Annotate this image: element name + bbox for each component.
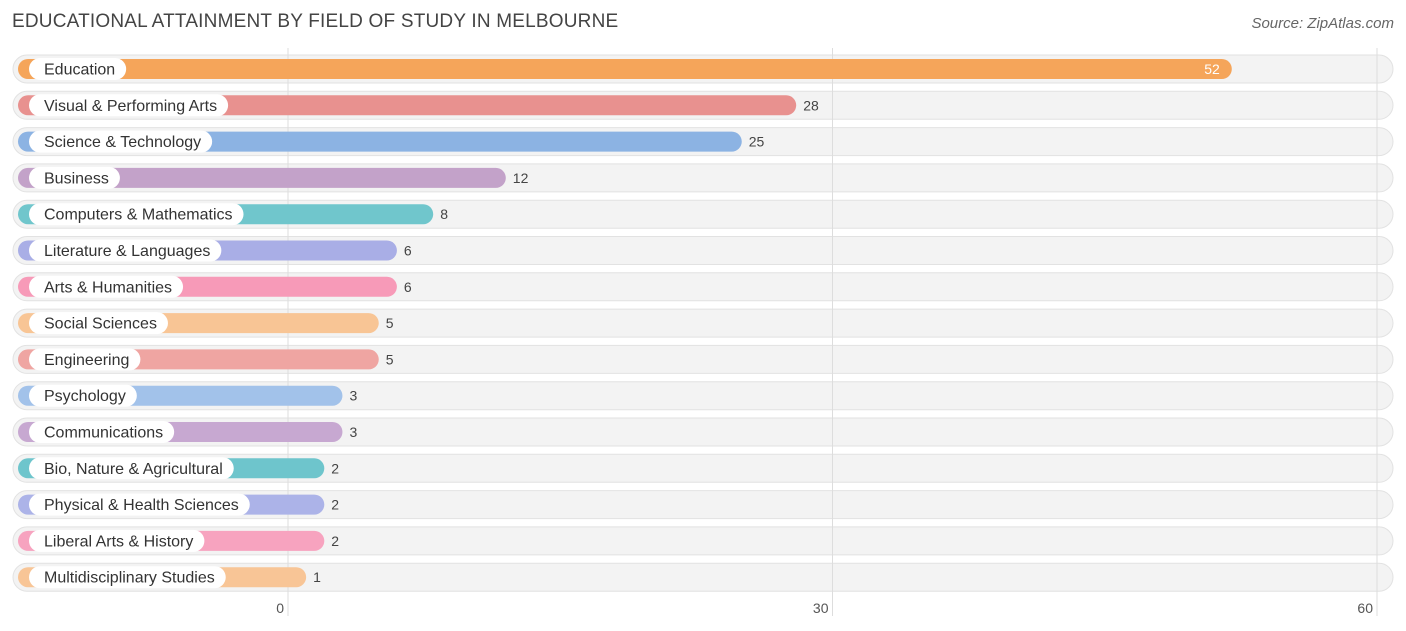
- category-label: Social Sciences: [44, 316, 157, 333]
- value-label: 8: [440, 206, 448, 222]
- row-track: [12, 562, 1394, 592]
- category-label: Education: [44, 62, 115, 79]
- row-track: [12, 453, 1394, 483]
- category-label-pill: [29, 166, 120, 189]
- category-label-pill: [29, 130, 213, 153]
- category-label-pill: [29, 312, 168, 335]
- category-label: Bio, Nature & Agricultural: [44, 461, 223, 478]
- bar-row: Science & Technology 25: [18, 130, 765, 153]
- value-label: 3: [349, 388, 357, 404]
- x-tick-label: 0: [276, 600, 284, 616]
- value-label: 25: [749, 134, 765, 150]
- bar-row: Computers & Mathematics 8: [18, 203, 448, 226]
- value-label: 12: [513, 170, 529, 186]
- value-label: 3: [349, 424, 357, 440]
- category-label: Physical & Health Sciences: [44, 497, 239, 514]
- bar: [18, 167, 506, 188]
- category-label: Liberal Arts & History: [44, 533, 193, 550]
- row-track: [12, 490, 1394, 520]
- bar-row: Liberal Arts & History 2: [18, 529, 339, 552]
- bar-row: Business 12: [18, 166, 529, 189]
- bar-row: Arts & Humanities 6: [18, 275, 412, 298]
- bar-row: Engineering 5: [18, 348, 394, 371]
- category-label: Business: [44, 170, 109, 187]
- category-label: Psychology: [44, 388, 126, 405]
- category-label-pill: [29, 58, 127, 80]
- category-label: Multidisciplinary Studies: [44, 570, 215, 587]
- category-label: Literature & Languages: [44, 243, 210, 260]
- value-label: 5: [386, 315, 394, 331]
- bar: [18, 59, 1232, 79]
- x-axis-ticks: 0 30 60: [276, 600, 1373, 616]
- bar-row: Social Sciences 5: [18, 312, 394, 335]
- category-label-pill: [29, 529, 205, 552]
- value-label: 2: [331, 533, 339, 549]
- chart-title: EDUCATIONAL ATTAINMENT BY FIELD OF STUDY…: [12, 11, 619, 32]
- category-label-pill: [29, 275, 184, 298]
- row-track: [12, 381, 1394, 411]
- category-label-pill: [29, 94, 229, 117]
- category-label-pill: [29, 421, 175, 443]
- bar-row: Education 52: [18, 58, 1232, 80]
- bar-row: Communications 3: [18, 421, 357, 443]
- value-label: 5: [386, 351, 394, 367]
- category-label-pill: [29, 384, 137, 407]
- x-tick-label: 60: [1357, 600, 1373, 616]
- category-label-pill: [29, 348, 141, 371]
- row-track: [12, 417, 1394, 447]
- value-label: 28: [803, 97, 819, 113]
- bar-row: Psychology 3: [18, 384, 357, 407]
- bar-row: Literature & Languages 6: [18, 239, 412, 262]
- row-track: [12, 526, 1394, 556]
- value-label: 52: [1204, 61, 1220, 77]
- value-label: 6: [404, 279, 412, 295]
- value-label: 1: [313, 569, 321, 585]
- x-tick-label: 30: [813, 600, 829, 616]
- category-label-pill: [29, 239, 222, 262]
- value-label: 6: [404, 243, 412, 259]
- bar-row: Multidisciplinary Studies 1: [18, 566, 321, 589]
- category-label-pill: [29, 566, 226, 589]
- bar-row: Visual & Performing Arts 28: [18, 94, 819, 117]
- category-label: Arts & Humanities: [44, 279, 172, 296]
- category-label-pill: [29, 493, 250, 516]
- category-label-pill: [29, 457, 234, 480]
- category-label: Communications: [44, 425, 163, 442]
- category-label-pill: [29, 203, 244, 226]
- source-credit: Source: ZipAtlas.com: [1251, 15, 1394, 32]
- value-label: 2: [331, 460, 339, 476]
- bar-row: Physical & Health Sciences 2: [18, 493, 339, 516]
- category-label: Computers & Mathematics: [44, 207, 233, 224]
- value-label: 2: [331, 497, 339, 513]
- category-label: Visual & Performing Arts: [44, 98, 217, 115]
- category-label: Engineering: [44, 352, 129, 369]
- category-label: Science & Technology: [44, 134, 201, 151]
- bar-row: Bio, Nature & Agricultural 2: [18, 457, 339, 480]
